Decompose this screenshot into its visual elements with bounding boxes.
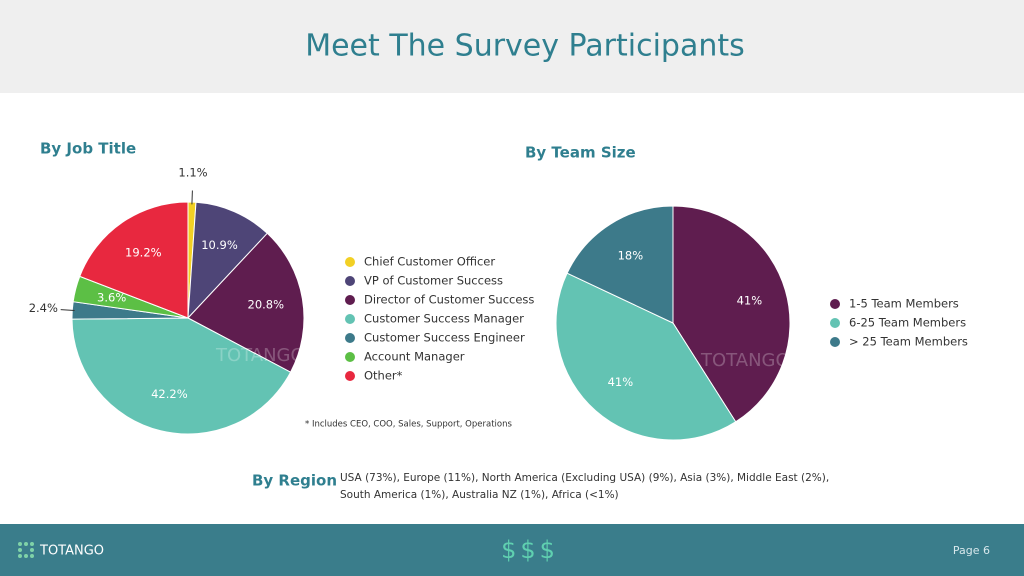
logo-icon xyxy=(18,542,34,558)
region-text: USA (73%), Europe (11%), North America (… xyxy=(340,472,829,484)
legend-label: VP of Customer Success xyxy=(364,274,503,288)
data-label: 1.1% xyxy=(178,166,207,180)
watermark: TOTANGO xyxy=(215,345,305,366)
pie-slice xyxy=(187,201,268,320)
pie-slice xyxy=(555,272,737,441)
legend-swatch xyxy=(345,333,355,343)
watermark: TOTANGO xyxy=(700,350,790,371)
data-label: 42.2% xyxy=(151,387,188,401)
data-label: 2.4% xyxy=(29,301,58,315)
legend-label: > 25 Team Members xyxy=(849,335,968,349)
legend-label: 1-5 Team Members xyxy=(849,297,959,311)
pie-slice xyxy=(566,205,674,324)
data-label: 20.8% xyxy=(248,297,285,311)
legend-label: Chief Customer Officer xyxy=(364,255,495,269)
legend-label: Account Manager xyxy=(364,350,465,364)
footer-logo: TOTANGO xyxy=(39,544,104,559)
data-label: 19.2% xyxy=(125,245,162,259)
footnote: * Includes CEO, COO, Sales, Support, Ope… xyxy=(305,420,512,430)
legend-swatch xyxy=(830,299,840,309)
legend-label: Director of Customer Success xyxy=(364,293,534,307)
data-label: 41% xyxy=(737,293,763,307)
pie-slice xyxy=(71,317,292,435)
region-text: South America (1%), Australia NZ (1%), A… xyxy=(340,489,619,501)
legend-swatch xyxy=(345,352,355,362)
legend-label: Customer Success Engineer xyxy=(364,331,525,345)
data-label: 3.6% xyxy=(97,291,126,305)
legend-swatch xyxy=(345,257,355,267)
legend-label: 6-25 Team Members xyxy=(849,316,966,330)
legend-swatch xyxy=(830,318,840,328)
pie-slice xyxy=(79,201,189,319)
chart-title: By Job Title xyxy=(40,140,136,158)
legend-swatch xyxy=(830,337,840,347)
legend-swatch xyxy=(345,276,355,286)
chart-title: By Team Size xyxy=(525,144,636,162)
data-label: 41% xyxy=(608,375,634,389)
legend-label: Customer Success Manager xyxy=(364,312,524,326)
region-heading: By Region xyxy=(252,472,337,490)
pie-slice xyxy=(672,205,791,423)
legend-swatch xyxy=(345,295,355,305)
data-label: 10.9% xyxy=(201,238,238,252)
legend-label: Other* xyxy=(364,369,403,383)
data-label: 18% xyxy=(618,248,644,262)
legend-swatch xyxy=(345,371,355,381)
footer-icon: $$$ xyxy=(501,536,559,564)
pie-slice xyxy=(187,232,305,373)
footer-band xyxy=(0,524,1024,576)
legend-swatch xyxy=(345,314,355,324)
slide-title: Meet The Survey Participants xyxy=(305,29,745,64)
page-number: Page 6 xyxy=(953,544,990,557)
leader-line xyxy=(60,309,75,312)
header-band xyxy=(0,0,1024,93)
